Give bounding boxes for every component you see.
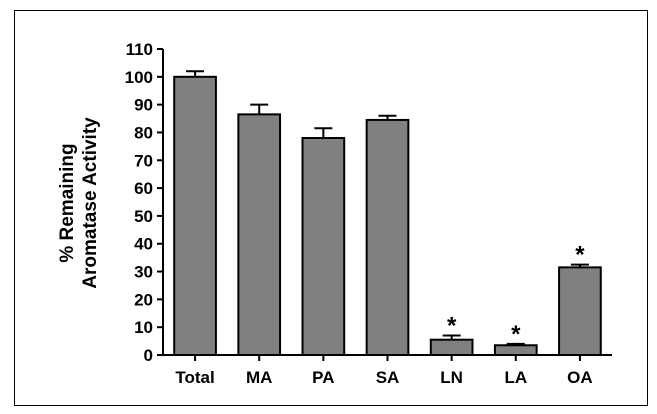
significance-marker: * <box>511 321 521 348</box>
x-tick-label: PA <box>312 368 334 387</box>
y-tick-label: 0 <box>144 346 153 365</box>
x-tick-labels: Total MA PA SA LN LA OA <box>175 368 592 387</box>
y-tick-label: 110 <box>126 40 153 59</box>
y-tick-label: 30 <box>134 263 153 282</box>
y-axis: 0 10 20 30 40 50 60 70 80 90 100 110 <box>125 40 163 365</box>
significance-marker: * <box>575 242 585 269</box>
y-axis-title-line-2: Aromatase Activity <box>80 117 101 289</box>
x-tick-label: LN <box>440 368 463 387</box>
x-tick-label: Total <box>175 368 214 387</box>
x-tick-label: OA <box>567 368 593 387</box>
y-tick-label: 20 <box>134 290 153 309</box>
y-tick-label: 40 <box>134 235 153 254</box>
bar-sa <box>367 120 409 355</box>
y-tick-label: 60 <box>134 179 153 198</box>
y-axis-title-line-1: % Remaining <box>57 143 78 262</box>
y-tick-label: 70 <box>134 151 153 170</box>
y-tick-label: 10 <box>134 318 153 337</box>
bar-oa <box>559 267 601 355</box>
bar-total <box>174 77 216 355</box>
y-tick-label: 90 <box>134 96 153 115</box>
x-tick-label: MA <box>246 368 272 387</box>
y-tick-label: 100 <box>125 68 153 87</box>
bar-ma <box>238 114 280 355</box>
x-tick-label: SA <box>376 368 400 387</box>
bar-pa <box>303 138 345 355</box>
x-tick-label: LA <box>504 368 527 387</box>
y-axis-title: % Remaining Aromatase Activity <box>57 117 101 289</box>
bars: * * * <box>174 71 601 355</box>
y-tick-label: 50 <box>134 207 153 226</box>
y-tick-label: 80 <box>134 123 153 142</box>
bar-ln <box>431 340 473 355</box>
significance-marker: * <box>447 313 457 340</box>
